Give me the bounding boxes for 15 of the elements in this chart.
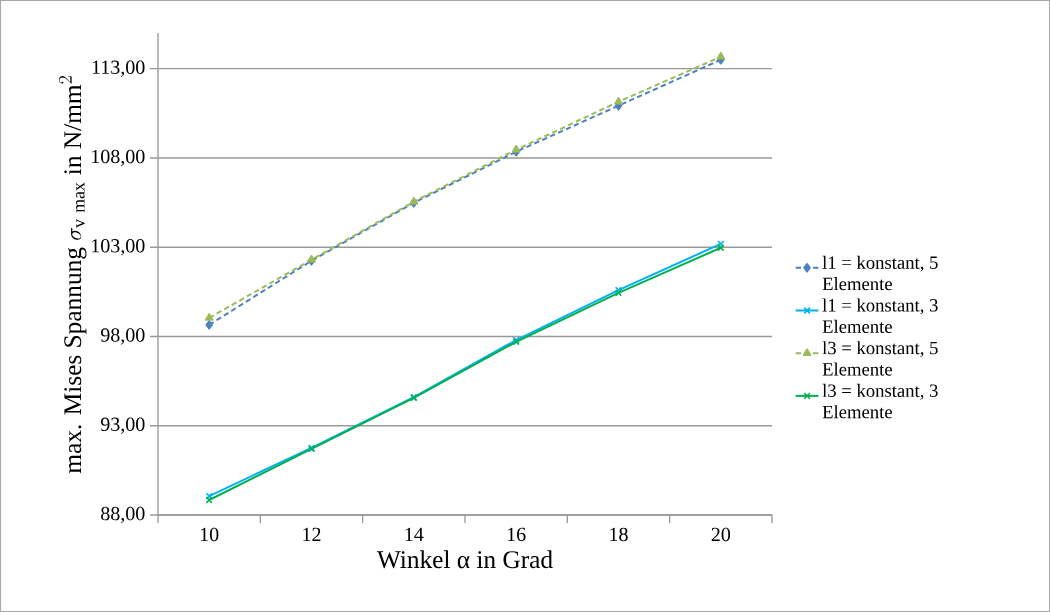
y-tick-label: 103,00 xyxy=(92,239,145,256)
y-tick-label: 88,00 xyxy=(101,506,145,524)
x-tick-label: 10 xyxy=(200,527,219,542)
x-tick-label: 18 xyxy=(610,527,628,542)
x-tick-label: 12 xyxy=(303,527,321,541)
y-tick-label: 98,00 xyxy=(100,328,145,345)
y-tick-label: 93,00 xyxy=(100,417,145,434)
x-tick-label: 14 xyxy=(405,527,424,541)
y-axis-title: $\mbox{max. Mises Spannung }\sigma_{\mathrm{v\ max}}\mbox{ in N/mm}^{2}$ xyxy=(58,75,87,474)
y-tick-label: 108,00 xyxy=(92,149,145,167)
y-tick-label: 113,00 xyxy=(92,60,145,77)
x-tick-label: 16 xyxy=(507,527,526,542)
x-axis-title: Winkel α in Grad xyxy=(376,550,553,569)
x-tick-label: 20 xyxy=(711,527,731,542)
legend-label: l3 = konstant, 3 Elemente xyxy=(822,383,938,419)
